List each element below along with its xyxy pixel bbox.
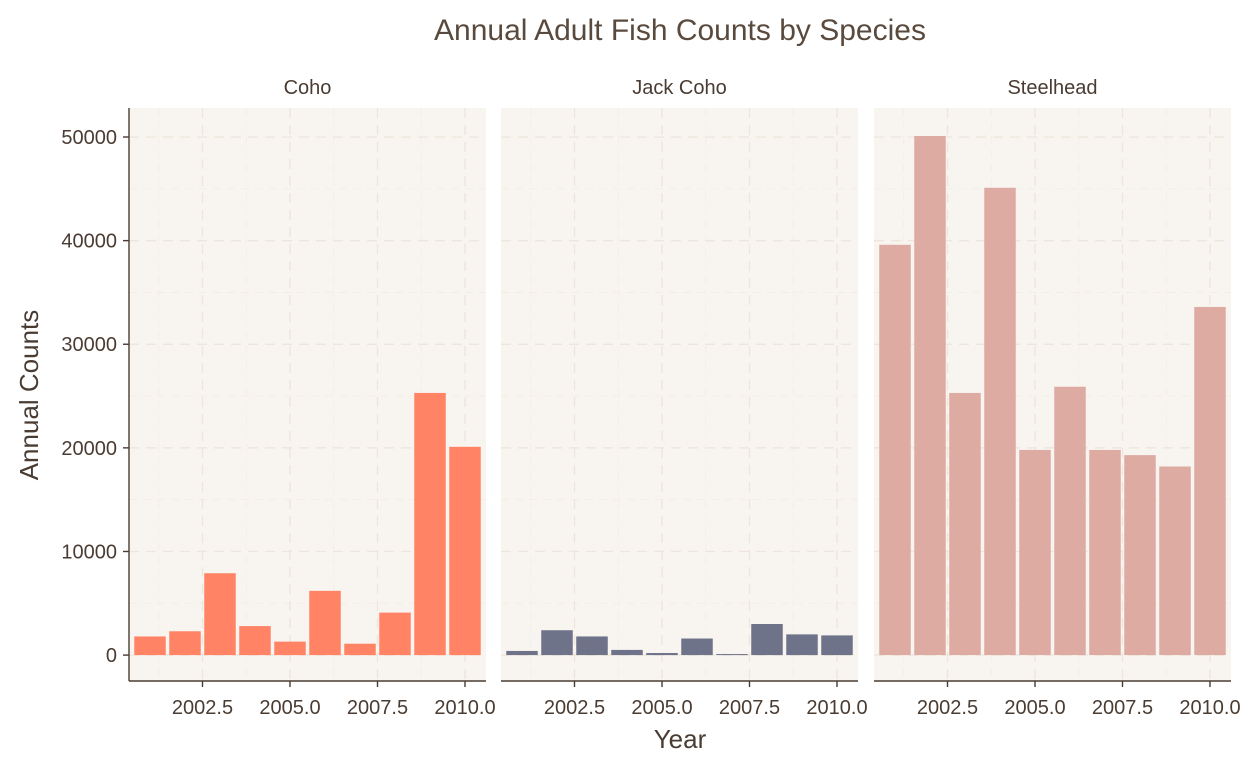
y-tick-label: 30000 — [61, 334, 117, 356]
bar — [646, 653, 678, 656]
bar — [204, 573, 236, 656]
bar — [1124, 455, 1156, 656]
facet-panels: Coho 2002.5 2005.0 2007.5 2010.0 Jack Coho 200… — [61, 77, 1240, 719]
bar — [821, 635, 853, 656]
panel-background — [501, 108, 858, 681]
x-tick-label: 2002.5 — [544, 697, 605, 719]
bar — [134, 636, 166, 656]
bar — [379, 612, 411, 656]
x-tick-label: 2005.0 — [631, 697, 692, 719]
bar — [1019, 449, 1051, 656]
x-tick-label: 2010.0 — [806, 697, 867, 719]
bar — [274, 641, 306, 656]
bar — [751, 624, 783, 656]
bar — [1054, 386, 1086, 656]
bar — [1089, 449, 1121, 656]
x-tick-label: 2002.5 — [172, 697, 233, 719]
facet-label: Steelhead — [1007, 77, 1097, 99]
bar — [611, 649, 643, 656]
panel-steelhead: Steelhead 2002.5 2005.0 2007.5 2010.0 — [874, 77, 1241, 719]
bar — [239, 626, 271, 656]
y-tick-label: 20000 — [61, 438, 117, 460]
bar — [786, 634, 818, 656]
chart-title: Annual Adult Fish Counts by Species — [434, 14, 926, 47]
y-tick-label: 0 — [106, 645, 117, 667]
bar — [681, 638, 713, 656]
panel-coho: Coho 2002.5 2005.0 2007.5 2010.0 — [129, 77, 496, 719]
facet-label: Jack Coho — [632, 77, 727, 99]
panel-jack-coho: Jack Coho 2002.5 2005.0 2007.5 2010.0 — [501, 77, 868, 719]
x-tick-label: 2010.0 — [434, 697, 495, 719]
x-tick-label: 2007.5 — [347, 697, 408, 719]
facet-label: Coho — [284, 77, 332, 99]
x-tick-label: 2005.0 — [259, 697, 320, 719]
bar — [1159, 466, 1191, 656]
x-tick-label: 2005.0 — [1004, 697, 1065, 719]
bar — [309, 590, 341, 656]
bar — [716, 654, 748, 656]
x-tick-label: 2002.5 — [917, 697, 978, 719]
x-tick-label: 2007.5 — [719, 697, 780, 719]
bar — [879, 244, 911, 656]
y-axis-title: Annual Counts — [14, 310, 44, 481]
y-tick-label: 40000 — [61, 231, 117, 253]
bar — [344, 643, 376, 656]
y-tick-label: 10000 — [61, 541, 117, 563]
bar — [414, 392, 446, 656]
bar — [984, 187, 1016, 656]
bar — [914, 135, 946, 656]
x-tick-label: 2010.0 — [1179, 697, 1240, 719]
bar — [541, 630, 573, 656]
bar — [169, 631, 201, 656]
bar — [949, 392, 981, 656]
bar — [506, 650, 538, 656]
x-tick-label: 2007.5 — [1092, 697, 1153, 719]
bar — [1194, 306, 1226, 656]
bar — [449, 446, 481, 656]
x-axis-title: Year — [654, 724, 707, 754]
bar — [576, 636, 608, 656]
y-tick-label: 50000 — [61, 127, 117, 149]
